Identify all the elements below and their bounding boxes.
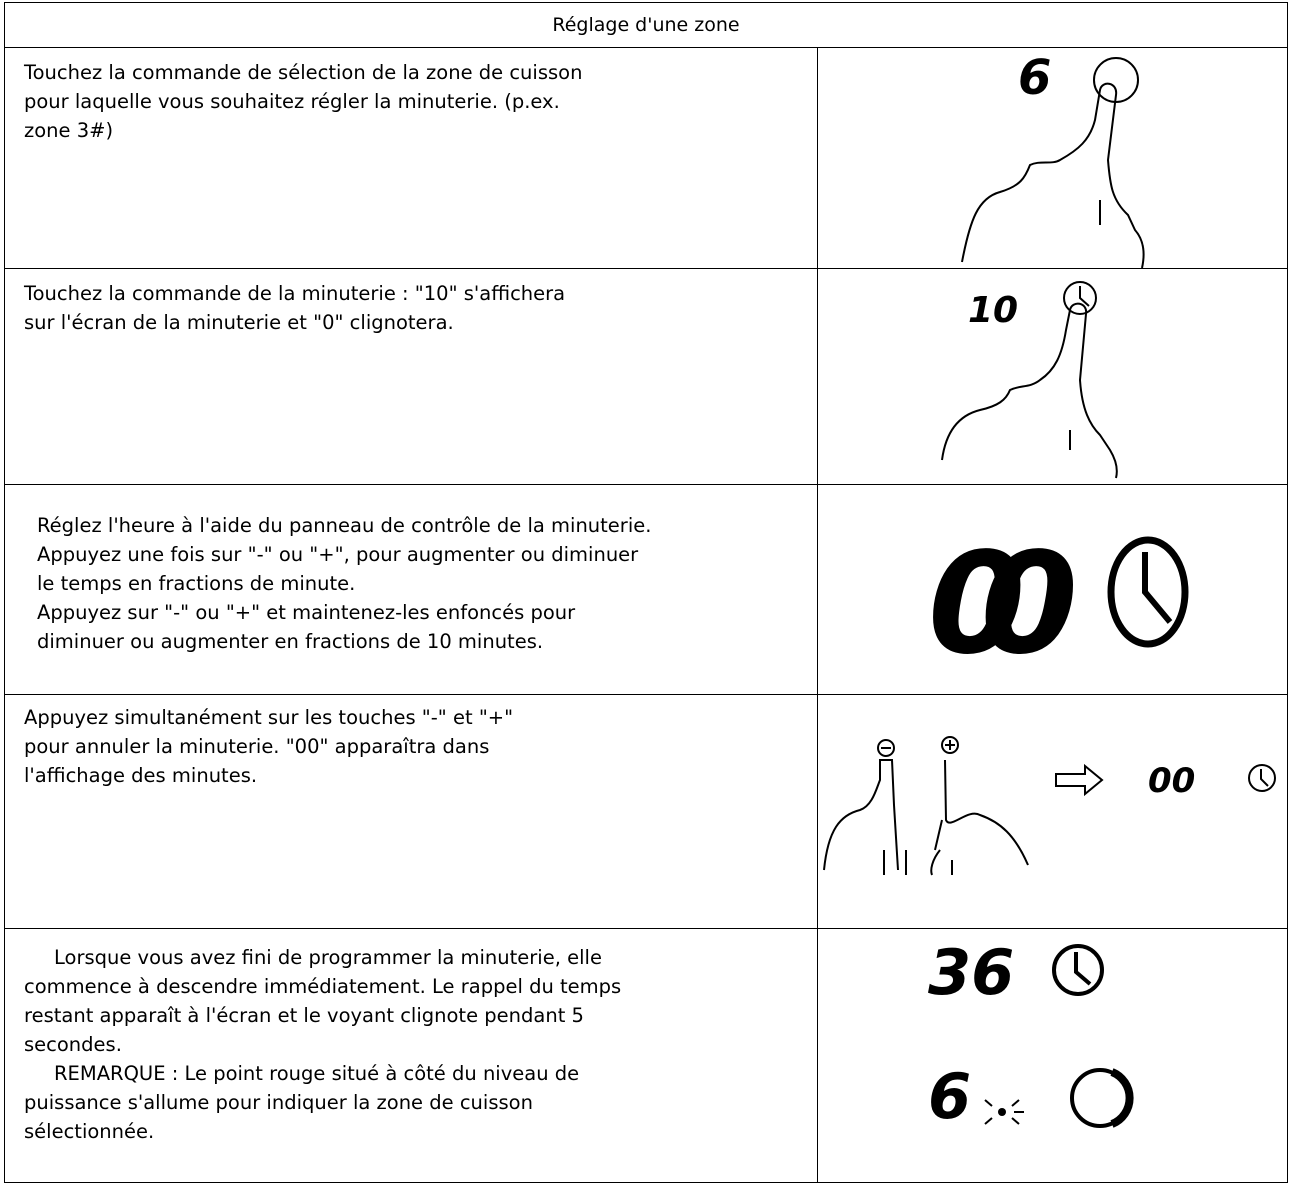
- text-line: Réglez l'heure à l'aide du panneau de co…: [37, 514, 652, 537]
- text-line: Appuyez simultanément sur les touches "-…: [24, 706, 514, 729]
- clock-icon: [1079, 286, 1090, 307]
- clock-icon: [1052, 944, 1104, 996]
- indicator-dot: [998, 1108, 1006, 1116]
- text-line: pour annuler la minuterie. "00" apparaît…: [24, 735, 490, 758]
- clock-icon: [1063, 281, 1097, 315]
- text-line: sur l'écran de la minuterie et "0" clign…: [24, 311, 454, 334]
- display-digits: 36: [928, 936, 1014, 1009]
- text-cell: Appuyez simultanément sur les touches "-…: [4, 694, 818, 929]
- text-line: REMARQUE : Le point rouge situé à côté d…: [54, 1062, 580, 1085]
- text-cell: Touchez la commande de la minuterie : "1…: [4, 268, 818, 485]
- text-line: puissance s'allume pour indiquer la zone…: [24, 1091, 533, 1114]
- display-digits: 00: [928, 523, 1078, 686]
- plus-button: [945, 740, 955, 750]
- display-digits: 6: [1018, 50, 1051, 106]
- image-cell: [817, 928, 1288, 1183]
- clock-icon: [1074, 952, 1092, 986]
- text-line: le temps en fractions de minute.: [37, 572, 356, 595]
- display-digits: 00: [1148, 761, 1195, 801]
- clock-icon: [1107, 536, 1189, 648]
- hand-sketch: [823, 759, 907, 875]
- arrow: [1055, 763, 1104, 797]
- clock-icon: [1248, 764, 1276, 792]
- minus-button: [877, 739, 895, 757]
- text-cell: Lorsque vous avez fini de programmer la …: [4, 928, 818, 1183]
- text-line: commence à descendre immédiatement. Le r…: [24, 975, 622, 998]
- hand-sketch: [941, 302, 1118, 479]
- button-icon: [1110, 1068, 1134, 1128]
- indicator-dot: [984, 1099, 1024, 1125]
- text-line: restant apparaît à l'écran et le voyant …: [24, 1004, 584, 1027]
- text-line: Touchez la commande de la minuterie : "1…: [24, 282, 566, 305]
- text-line: sélectionnée.: [24, 1120, 155, 1143]
- clock-icon: [1142, 552, 1173, 624]
- text-cell: Touchez la commande de sélection de la z…: [4, 47, 818, 269]
- hand-sketch: [930, 759, 1029, 876]
- clock-icon: [1260, 769, 1269, 787]
- plus-button: [941, 736, 959, 754]
- text-cell: Réglez l'heure à l'aide du panneau de co…: [4, 484, 818, 695]
- display-digits: 10: [968, 290, 1018, 331]
- text-line: zone 3#): [24, 119, 114, 142]
- text-line: Touchez la commande de sélection de la z…: [24, 61, 583, 84]
- text-line: diminuer ou augmenter en fractions de 10…: [37, 630, 544, 653]
- hand-sketch: [961, 82, 1145, 269]
- text-line: Appuyez sur "-" ou "+" et maintenez-les …: [37, 601, 576, 624]
- text-line: Appuyez une fois sur "-" ou "+", pour au…: [37, 543, 639, 566]
- text-line: secondes.: [24, 1033, 122, 1056]
- display-digits: 6: [928, 1060, 971, 1133]
- text-line: Lorsque vous avez fini de programmer la …: [54, 946, 602, 969]
- text-line: l'affichage des minutes.: [24, 764, 258, 787]
- text-line: pour laquelle vous souhaitez régler la m…: [24, 90, 560, 113]
